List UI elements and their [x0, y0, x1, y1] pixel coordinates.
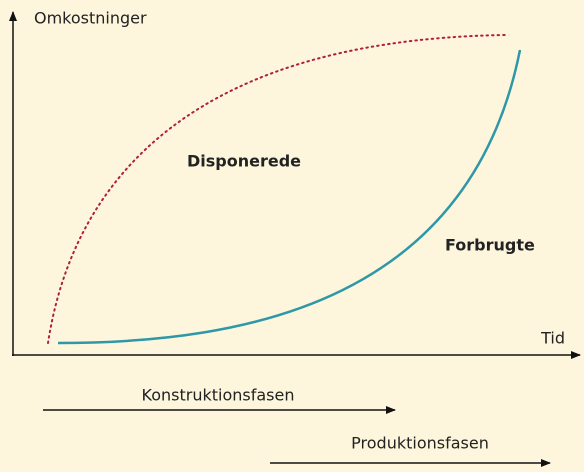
curve-label: Forbrugte: [445, 236, 535, 255]
committed-curve: [47, 34, 506, 344]
x-axis-label: Tid: [540, 329, 565, 348]
y-axis-label: Omkostninger: [34, 9, 147, 28]
phase-label: Produktionsfasen: [351, 434, 489, 453]
curve-label: Disponerede: [187, 152, 301, 171]
spent-curve: [57, 49, 522, 345]
phase-label: Konstruktionsfasen: [142, 386, 295, 405]
